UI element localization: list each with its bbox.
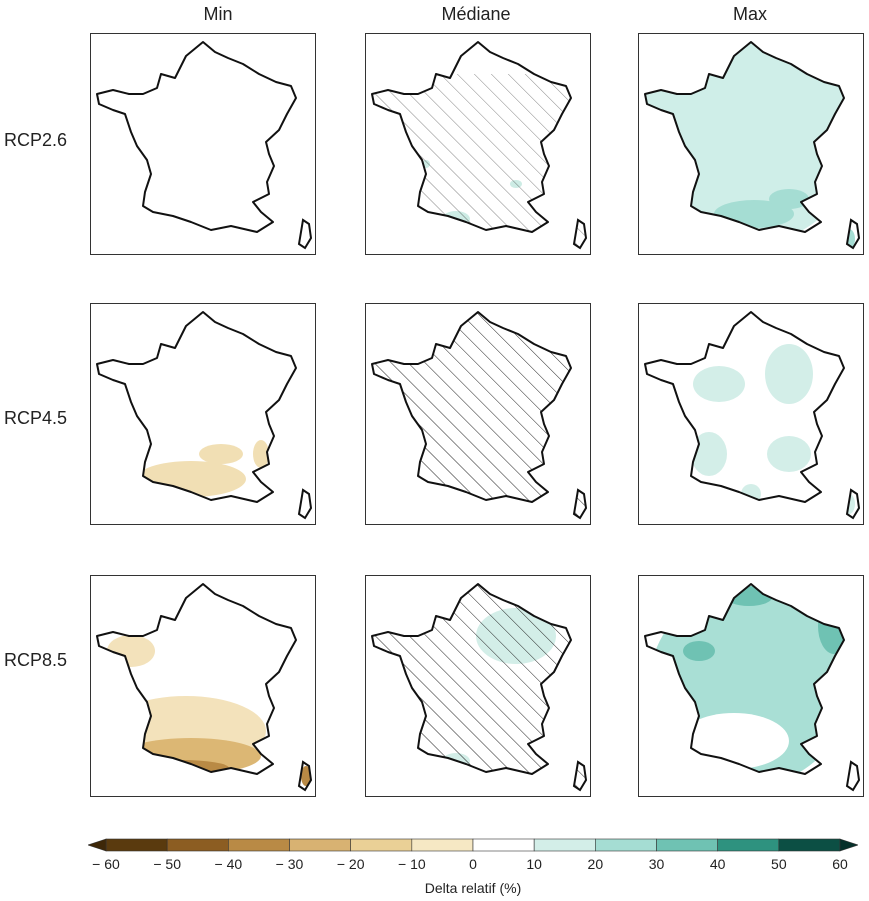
france-map [644, 583, 861, 792]
map-panel [638, 33, 864, 255]
france-map [371, 311, 588, 520]
colorbar-segment [778, 838, 841, 852]
map-panel [638, 303, 864, 525]
map-panel [638, 575, 864, 797]
colorbar-segment [533, 838, 596, 852]
colorbar-tick-label: − 40 [214, 856, 243, 872]
map-panel [90, 303, 316, 525]
colorbar-segment [228, 838, 290, 852]
colorbar-segment [656, 838, 718, 852]
map-panel [90, 575, 316, 797]
colorbar-segment [472, 838, 535, 852]
map-panel [365, 575, 591, 797]
colorbar-segment [350, 838, 413, 852]
france-map [96, 311, 313, 520]
colorbar-segment [595, 838, 657, 852]
colorbar-tick-label: 40 [709, 856, 726, 872]
row-label-rcp45: RCP4.5 [4, 408, 68, 428]
colorbar-tick-label: 50 [771, 856, 787, 872]
colorbar-tick-label: − 30 [275, 856, 304, 872]
colorbar-segment [411, 838, 474, 852]
colorbar-tick-label: 30 [648, 856, 665, 872]
colorbar-tick-label: 20 [587, 856, 604, 872]
france-map [644, 311, 861, 520]
column-title-min: Min [203, 4, 233, 24]
map-panel [365, 33, 591, 255]
colorbar: − 60 − 50 − 40 − 30 − 20 − 10 0 10 20 30 40 50 60 De… [87, 836, 859, 896]
colorbar-tick-label: − 50 [153, 856, 181, 872]
colorbar-label: Delta relatif (%) [424, 880, 522, 896]
france-map [371, 41, 588, 250]
colorbar-bar [87, 838, 859, 852]
row-label-rcp85: RCP8.5 [4, 650, 68, 670]
column-title-median: Médiane [441, 4, 511, 24]
colorbar-tick-label: 10 [526, 856, 542, 872]
france-map [96, 41, 313, 250]
colorbar-segment [289, 838, 351, 852]
colorbar-segment [166, 838, 229, 852]
colorbar-tick-label: − 10 [398, 856, 426, 872]
column-title-max: Max [732, 4, 767, 24]
colorbar-segment [105, 838, 168, 852]
colorbar-tick-label: 0 [469, 856, 477, 872]
row-label-rcp26: RCP2.6 [4, 130, 68, 150]
france-map [96, 583, 313, 792]
colorbar-tick-label: − 20 [336, 856, 365, 872]
map-panel [365, 303, 591, 525]
colorbar-segment [717, 838, 780, 852]
map-panel [90, 33, 316, 255]
france-map [644, 41, 861, 250]
france-map [371, 583, 588, 792]
colorbar-tick-label: 60 [832, 856, 848, 872]
colorbar-tick-label: − 60 [92, 856, 120, 872]
